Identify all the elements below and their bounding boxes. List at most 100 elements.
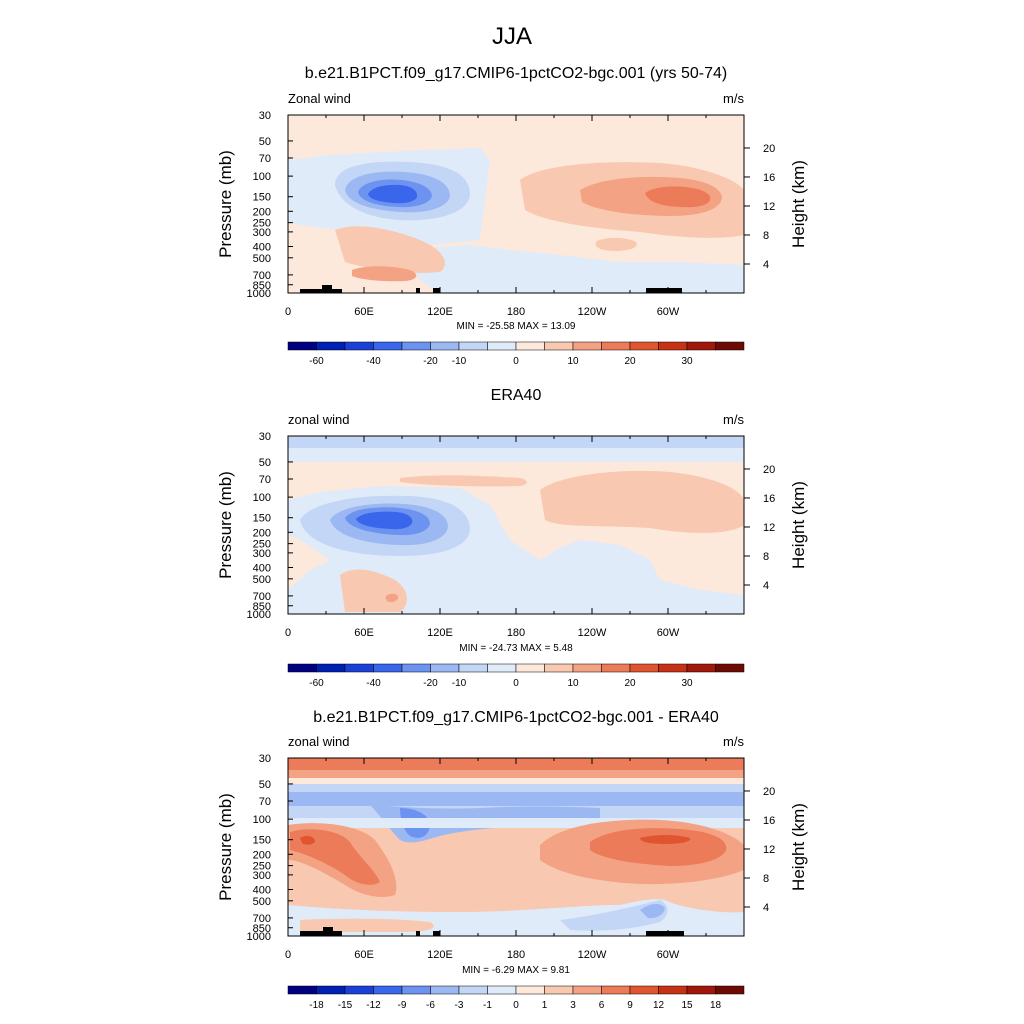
colorbar-label: -1 (483, 1000, 492, 1011)
x-tick-label: 60W (657, 306, 680, 318)
colorbar-swatch (344, 985, 374, 995)
y-tick-label: 1000 (247, 931, 271, 943)
y-tick-label: 70 (259, 153, 271, 165)
y-tick-label: 300 (253, 870, 271, 882)
colorbar-swatch (287, 663, 317, 673)
colorbar-label: 12 (653, 1000, 665, 1011)
colorbar-swatch (401, 663, 431, 673)
x-tick-label: 0 (285, 306, 291, 318)
colorbar-swatch (629, 663, 659, 673)
colorbar-label: 15 (681, 1000, 693, 1011)
westerly-low-core (385, 593, 399, 603)
colorbar-swatch (544, 341, 574, 351)
x-tick-label: 120E (427, 306, 453, 318)
y-tick-label: 30 (259, 110, 271, 122)
y-tick-label: 500 (253, 253, 271, 265)
colorbar-label: -60 (309, 356, 324, 367)
colorbar-label: 1 (542, 1000, 548, 1011)
west-bias-right-peak (640, 835, 691, 844)
colorbar-label: -18 (309, 1000, 324, 1011)
colorbar-swatch (715, 985, 745, 995)
colorbar-swatch (458, 985, 488, 995)
colorbar-label: 30 (681, 356, 693, 367)
panel-model: b.e21.B1PCT.f09_g17.CMIP6-1pctCO2-bgc.00… (216, 65, 808, 367)
colorbar-swatch (515, 985, 545, 995)
west-bias-right-core (590, 828, 727, 866)
y-tick-label: 300 (253, 227, 271, 239)
y-tick-label: 300 (253, 548, 271, 560)
colorbar-label: -12 (366, 1000, 381, 1011)
colorbar-label: 9 (627, 1000, 633, 1011)
colorbar-swatch (401, 341, 431, 351)
variable-label: zonal wind (288, 734, 349, 749)
y-tick-label: 200 (253, 527, 271, 539)
topography-andes (646, 288, 682, 293)
y-tick-label: 100 (253, 492, 271, 504)
y-tick-label: 1000 (247, 288, 271, 300)
easterly-core (368, 184, 418, 204)
colorbar-swatch (601, 341, 631, 351)
x-tick-label: 120E (427, 627, 453, 639)
colorbar-label: -10 (452, 678, 467, 689)
y-axis-title: Pressure (mb) (216, 150, 235, 258)
y-axis-title-right: Height (km) (789, 803, 808, 891)
x-tick-label: 60W (657, 949, 680, 961)
colorbar-label: -10 (452, 356, 467, 367)
y-tick-label: 400 (253, 562, 271, 574)
colorbar-swatch (458, 341, 488, 351)
y-axis-title-right: Height (km) (789, 481, 808, 569)
colorbar-label: -40 (366, 356, 381, 367)
y-tick-label: 1000 (247, 609, 271, 621)
y-tick-label: 250 (253, 861, 271, 873)
colorbar-label: 30 (681, 678, 693, 689)
easterly-core (356, 511, 413, 530)
strat-neg-1 (288, 784, 744, 792)
y-tick-label: 70 (259, 474, 271, 486)
panel-title: ERA40 (491, 387, 542, 404)
colorbar-label: -9 (398, 1000, 407, 1011)
x-tick-label: 0 (285, 627, 291, 639)
y-tick-label: 850 (253, 923, 271, 935)
topography-africa (300, 931, 342, 936)
x-tick-label: 120W (578, 306, 607, 318)
colorbar-swatch (715, 341, 745, 351)
x-tick-label: 0 (285, 949, 291, 961)
colorbar-swatch (629, 341, 659, 351)
height-tick-label: 4 (763, 902, 769, 914)
strat-bias-3 (288, 778, 744, 784)
contour-field (288, 436, 744, 614)
y-axis-title: Pressure (mb) (216, 793, 235, 901)
colorbar: -60 -40 -20 -10 0 10 20 30 (287, 341, 745, 367)
x-tick-label: 60W (657, 627, 680, 639)
colorbar-swatch (287, 985, 317, 995)
panel-era40: ERA40 zonal wind m/s 0 60E 120E 180 120W 60W 3… (216, 387, 808, 689)
near-surface-pos (300, 918, 434, 932)
colorbar-swatch (430, 985, 460, 995)
panel-difference: b.e21.B1PCT.f09_g17.CMIP6-1pctCO2-bgc.00… (216, 709, 808, 1011)
topography-asia-2 (433, 931, 440, 936)
height-tick-label: 20 (763, 786, 775, 798)
topography-asia (416, 288, 420, 293)
units-label: m/s (723, 91, 744, 106)
westerly-bubble (595, 237, 637, 251)
height-tick-label: 4 (763, 580, 769, 592)
colorbar-label: 20 (624, 678, 636, 689)
colorbar-label: 3 (570, 1000, 576, 1011)
colorbar-swatch (430, 663, 460, 673)
westerly-tongue (400, 475, 527, 487)
y-tick-label: 500 (253, 574, 271, 586)
x-tick-label: 60E (354, 306, 374, 318)
easterly-region-low (400, 245, 744, 293)
colorbar: -18 -15 -12 -9 -6 -3 -1 0 1 3 6 9 12 15 18 (287, 985, 745, 1011)
colorbar-swatch (401, 985, 431, 995)
contour-field (288, 758, 744, 936)
colorbar-swatch (686, 341, 716, 351)
colorbar-label: -40 (366, 678, 381, 689)
height-tick-label: 16 (763, 172, 775, 184)
westerly-low (335, 226, 445, 273)
topography-africa-peak (322, 285, 332, 293)
x-tick-label: 60E (354, 949, 374, 961)
height-tick-label: 12 (763, 201, 775, 213)
